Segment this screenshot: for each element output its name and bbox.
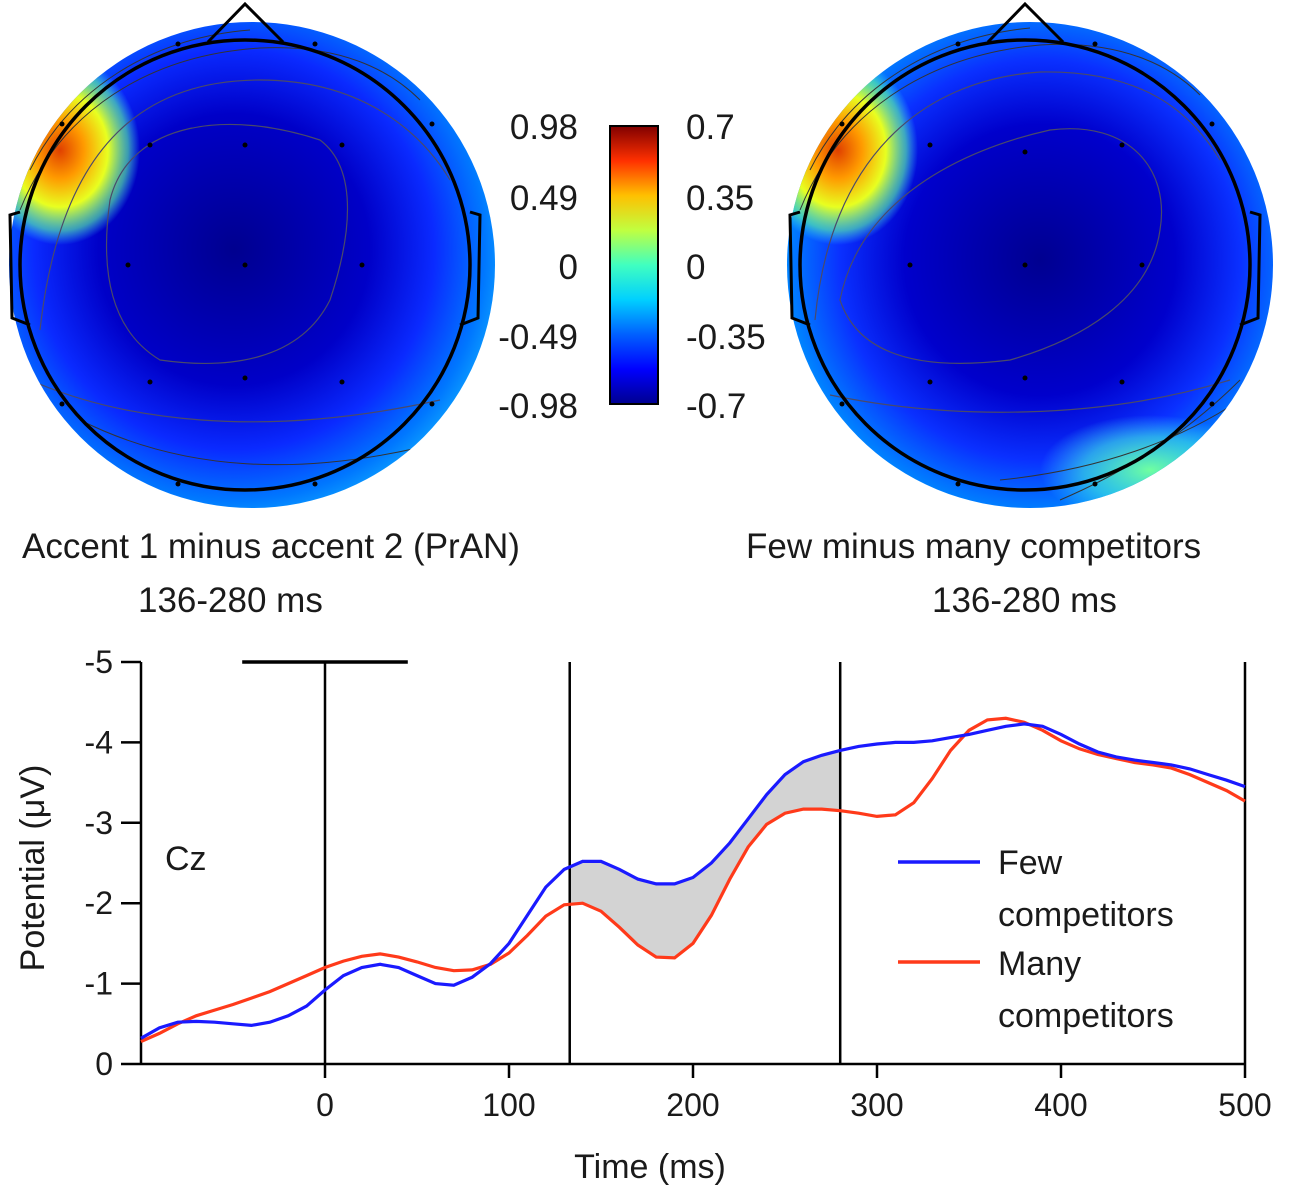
cb-right-tick: 0.7 (686, 108, 735, 147)
topomap-accent (8, 1, 495, 508)
legend-label-few: Few (998, 844, 1063, 882)
cb-left-tick: -0.49 (498, 318, 578, 357)
erp-chart: -5 -4 -3 -2 -1 0 0 100 200 300 400 500 Cz Time (ms)… (14, 644, 1272, 1186)
cb-right-tick: 0 (686, 248, 705, 287)
electrodes-2 (839, 41, 1215, 487)
difference-shade (569, 750, 841, 958)
x-tick-label: 100 (482, 1087, 535, 1123)
x-tick-label: 0 (316, 1087, 334, 1123)
y-axis-label: Potential (μV) (14, 765, 52, 972)
electrodes-1 (59, 41, 435, 487)
cb-right-tick: 0.35 (686, 179, 754, 218)
time-window-markers (323, 662, 1247, 1064)
x-tick-label: 400 (1034, 1087, 1087, 1123)
colorbar-right-ticks: 0.7 0.35 0 -0.35 -0.7 (686, 108, 766, 426)
colorbar: 0.98 0.49 0 -0.49 -0.98 0.7 0.35 0 -0.35… (498, 108, 766, 426)
y-tick-label: -2 (85, 885, 113, 921)
legend-label-few-2: competitors (998, 896, 1174, 934)
y-tick-label: 0 (95, 1046, 113, 1082)
cb-left-tick: -0.98 (498, 387, 578, 426)
x-tick-label: 200 (666, 1087, 719, 1123)
legend-label-many: Many (998, 945, 1081, 983)
topomap-2-time-window: 136-280 ms (932, 581, 1117, 620)
axes: -5 -4 -3 -2 -1 0 0 100 200 300 400 500 (85, 644, 1272, 1123)
cb-left-tick: 0 (559, 248, 578, 287)
series-line-many-competitors (140, 716, 1246, 1043)
y-tick-label: -5 (85, 644, 113, 680)
cb-left-tick: 0.98 (510, 108, 578, 147)
y-tick-label: -1 (85, 966, 113, 1002)
colorbar-left-ticks: 0.98 0.49 0 -0.49 -0.98 (498, 108, 578, 426)
topomap-competitors (787, 1, 1273, 508)
y-tick-label: -4 (85, 724, 113, 760)
cb-left-tick: 0.49 (510, 179, 578, 218)
legend-label-many-2: competitors (998, 997, 1174, 1035)
cb-right-tick: -0.35 (686, 318, 766, 357)
series-line-few-competitors (140, 722, 1246, 1040)
x-tick-label: 300 (850, 1087, 903, 1123)
channel-label: Cz (165, 840, 207, 878)
y-tick-label: -3 (85, 805, 113, 841)
topomap-1-time-window: 136-280 ms (138, 581, 323, 620)
cb-right-tick: -0.7 (686, 387, 746, 426)
topomap-1-caption: Accent 1 minus accent 2 (PrAN) (22, 527, 520, 566)
x-axis-label: Time (ms) (574, 1148, 726, 1186)
topomap-2-caption: Few minus many competitors (746, 527, 1201, 566)
legend: Few competitors Many competitors (898, 844, 1174, 1035)
x-tick-label: 500 (1218, 1087, 1271, 1123)
